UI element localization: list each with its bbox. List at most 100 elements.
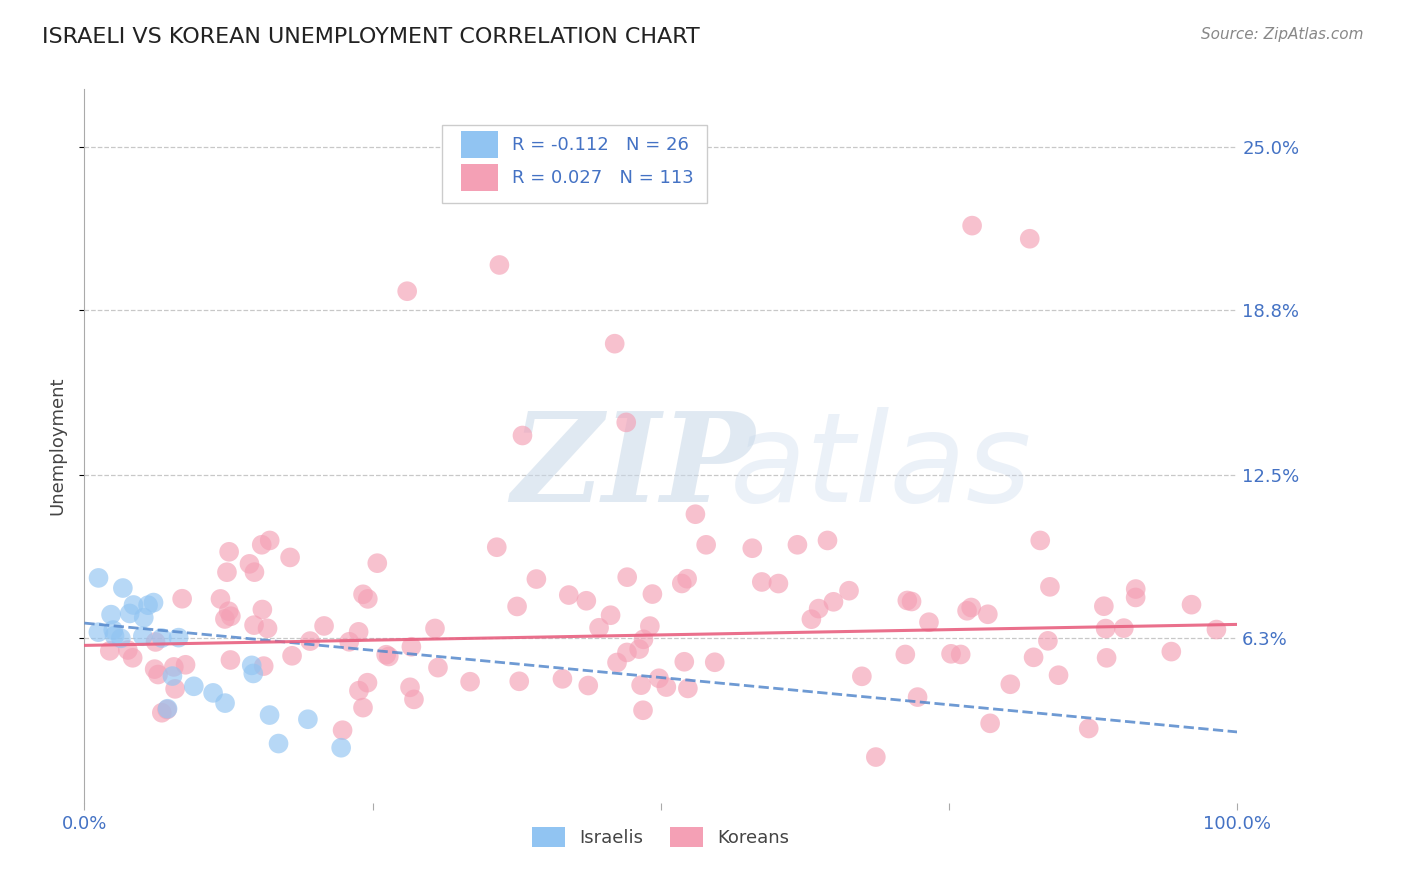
Text: ZIP: ZIP <box>510 407 755 528</box>
Point <box>807 601 830 615</box>
Point <box>110 632 132 646</box>
Point <box>630 678 652 692</box>
Point <box>209 591 232 606</box>
Point <box>676 681 699 696</box>
Point <box>337 634 360 648</box>
Point <box>87 571 110 585</box>
Point <box>655 680 678 694</box>
Point <box>800 612 823 626</box>
Point <box>1095 650 1118 665</box>
Point <box>103 629 125 643</box>
Point <box>214 696 236 710</box>
Point <box>960 600 983 615</box>
Point <box>238 557 260 571</box>
Point <box>606 656 628 670</box>
Point <box>312 619 335 633</box>
Point <box>146 667 169 681</box>
Text: R = 0.027   N = 113: R = 0.027 N = 113 <box>512 169 693 186</box>
Point <box>918 615 941 630</box>
Point <box>977 607 1000 622</box>
Point <box>524 572 547 586</box>
Text: ISRAELI VS KOREAN UNEMPLOYMENT CORRELATION CHART: ISRAELI VS KOREAN UNEMPLOYMENT CORRELATI… <box>42 27 700 46</box>
Point <box>768 576 790 591</box>
Point <box>132 610 155 624</box>
Point <box>250 538 273 552</box>
Point <box>122 598 145 612</box>
Point <box>100 607 122 622</box>
Point <box>356 675 378 690</box>
Point <box>98 644 121 658</box>
Point <box>506 599 529 614</box>
Point <box>111 581 134 595</box>
Point <box>695 538 717 552</box>
Point <box>426 660 449 674</box>
FancyBboxPatch shape <box>441 125 707 203</box>
Point <box>1094 622 1116 636</box>
Point <box>218 604 240 618</box>
Point <box>259 533 281 548</box>
Point <box>939 647 962 661</box>
Point <box>1160 644 1182 658</box>
Point <box>488 258 510 272</box>
Bar <box>461 131 498 159</box>
Y-axis label: Unemployment: Unemployment <box>48 376 66 516</box>
Point <box>150 631 173 645</box>
Point <box>603 336 626 351</box>
Point <box>218 545 240 559</box>
Point <box>485 540 508 554</box>
Point <box>614 416 637 430</box>
Point <box>267 737 290 751</box>
Point <box>256 621 278 635</box>
Point <box>162 669 184 683</box>
Point <box>423 622 446 636</box>
Point <box>1036 633 1059 648</box>
Point <box>956 604 979 618</box>
Point <box>163 660 186 674</box>
Text: R = -0.112   N = 26: R = -0.112 N = 26 <box>512 136 689 153</box>
Point <box>1180 598 1202 612</box>
Point <box>508 674 530 689</box>
Point <box>347 683 370 698</box>
Point <box>252 602 274 616</box>
Point <box>281 648 304 663</box>
Point <box>576 679 599 693</box>
Point <box>1205 623 1227 637</box>
Point <box>979 716 1001 731</box>
Point <box>132 629 155 643</box>
Point <box>330 740 353 755</box>
Point <box>143 662 166 676</box>
Point <box>823 595 845 609</box>
Point <box>253 659 276 673</box>
Point <box>202 686 225 700</box>
Point <box>633 632 655 647</box>
Point <box>243 618 266 632</box>
Point <box>165 681 187 696</box>
Point <box>676 572 699 586</box>
Text: Source: ZipAtlas.com: Source: ZipAtlas.com <box>1201 27 1364 42</box>
Point <box>558 588 581 602</box>
Point <box>1047 668 1070 682</box>
Point <box>1077 722 1099 736</box>
Point <box>118 607 141 621</box>
Point <box>332 723 354 738</box>
Point <box>240 658 263 673</box>
Text: atlas: atlas <box>730 407 1032 528</box>
Point <box>1039 580 1062 594</box>
Point <box>838 583 860 598</box>
Point <box>297 712 319 726</box>
Point <box>215 565 238 579</box>
Point <box>900 594 922 608</box>
Point <box>685 507 707 521</box>
Point <box>673 655 696 669</box>
Point <box>638 619 661 633</box>
Point <box>741 541 763 556</box>
Point <box>949 648 972 662</box>
Point <box>219 609 242 624</box>
Point <box>751 574 773 589</box>
Point <box>401 640 423 654</box>
Point <box>183 679 205 693</box>
Point <box>628 642 651 657</box>
Point <box>103 623 125 637</box>
Point <box>259 708 281 723</box>
Bar <box>461 164 498 191</box>
